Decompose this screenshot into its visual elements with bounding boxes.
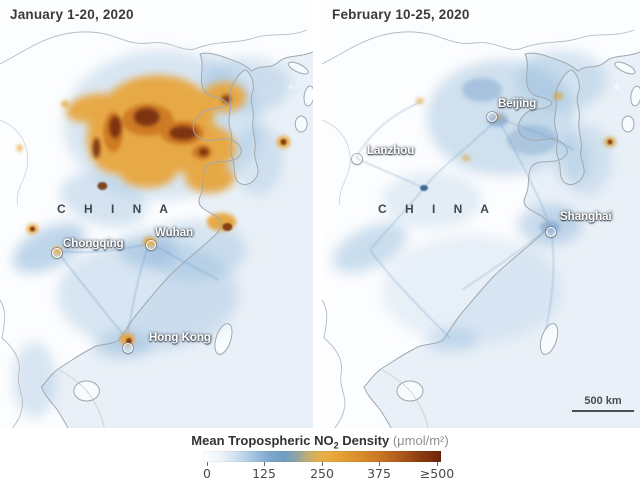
february-title: February 10-25, 2020 bbox=[332, 7, 470, 22]
legend-tickmark-2 bbox=[322, 462, 323, 466]
legend-tick-label-1: 125 bbox=[252, 466, 276, 481]
china-label-january: C H I N A bbox=[57, 202, 176, 216]
wuhan-marker-icon bbox=[146, 240, 156, 250]
legend-title-text: Mean Tropospheric NO bbox=[191, 433, 334, 448]
legend-tickmark-1 bbox=[264, 462, 265, 466]
legend-colorbar bbox=[203, 451, 441, 462]
beijing-label: Beijing bbox=[498, 98, 537, 110]
legend-units: (μmol/m²) bbox=[392, 433, 449, 448]
legend-tick-label-0: 0 bbox=[203, 466, 211, 481]
legend: Mean Tropospheric NO2 Density (μmol/m²) … bbox=[0, 428, 640, 485]
january-no2-map bbox=[0, 0, 313, 428]
legend-title: Mean Tropospheric NO2 Density (μmol/m²) bbox=[191, 433, 449, 451]
map-panel-february: February 10-25, 2020 C H I N A Lanzhou B… bbox=[322, 0, 640, 428]
lanzhou-label: Lanzhou bbox=[367, 145, 415, 157]
legend-tick-label-3: 375 bbox=[367, 466, 391, 481]
legend-tick-label-4: ≥500 bbox=[419, 466, 455, 481]
scale-bar: 500 km bbox=[572, 395, 634, 412]
scale-bar-line bbox=[572, 410, 634, 412]
map-panel-january: January 1-20, 2020 C H I N A Chongqing W… bbox=[0, 0, 313, 428]
hong-kong-label: Hong Kong bbox=[149, 332, 211, 344]
february-no2-map bbox=[322, 0, 640, 428]
shanghai-marker-icon bbox=[546, 227, 556, 237]
lanzhou-marker-icon bbox=[352, 154, 362, 164]
hong-kong-marker-icon bbox=[123, 343, 133, 353]
beijing-marker-icon bbox=[487, 112, 497, 122]
chongqing-label: Chongqing bbox=[63, 238, 124, 250]
scale-bar-label: 500 km bbox=[584, 395, 622, 407]
china-label-february: C H I N A bbox=[378, 202, 497, 216]
legend-tickmark-0 bbox=[207, 462, 208, 466]
shanghai-label: Shanghai bbox=[560, 211, 612, 223]
january-title: January 1-20, 2020 bbox=[10, 7, 134, 22]
chongqing-marker-icon bbox=[52, 248, 62, 258]
legend-tickmark-4 bbox=[437, 462, 438, 466]
legend-tickmark-3 bbox=[379, 462, 380, 466]
legend-tick-label-2: 250 bbox=[310, 466, 334, 481]
wuhan-label: Wuhan bbox=[155, 227, 194, 239]
